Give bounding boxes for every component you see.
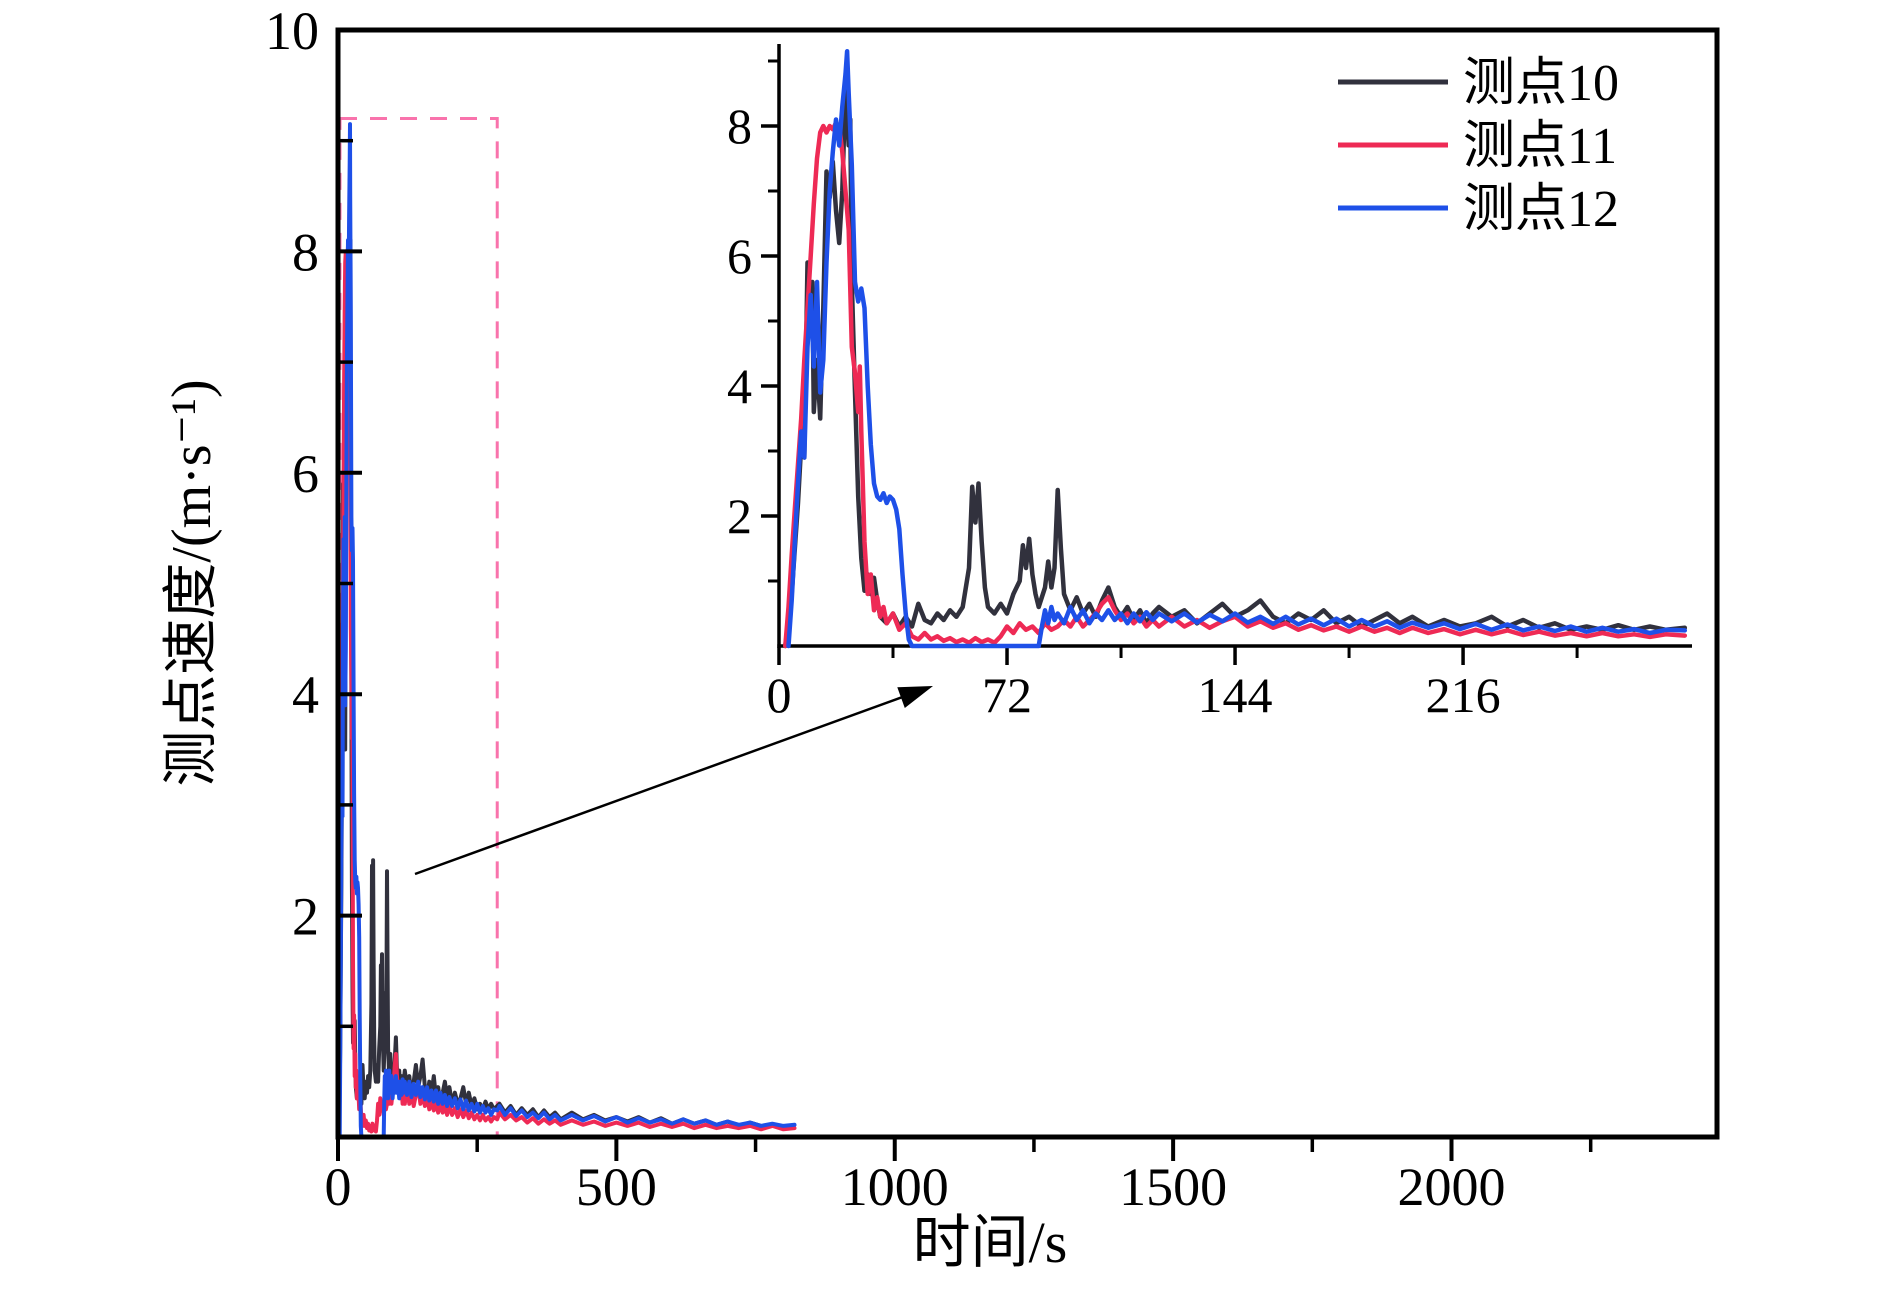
inset-series-测点11 [783,120,1688,649]
zoom-arrow [414,686,933,876]
legend-item: 测点11 [1338,118,1617,175]
main-plot: 0 500 1000 1500 2000 2 4 6 8 10 时间/s 测点速度/(m·s⁻¹) [161,1,1720,1275]
inset-x-tick-label: 144 [1198,667,1273,723]
legend-label: 测点10 [1463,55,1619,112]
main-y-tick-label: 8 [292,222,319,282]
main-y-tick-label: 6 [292,444,319,504]
inset-x-tick-label: 216 [1426,667,1501,723]
main-x-tick-label: 500 [576,1157,657,1217]
main-y-tick-label: 10 [265,1,319,61]
main-y-tick-label: 4 [292,665,319,725]
legend-label: 测点11 [1463,118,1617,175]
inset-y-tick-label: 2 [727,488,752,544]
inset-x-tick-label: 0 [767,667,792,723]
main-series-测点10 [337,177,764,1139]
inset-y-tick-label: 8 [727,98,752,154]
inset-y-tick-label: 4 [727,358,752,414]
main-x-tick-label: 2000 [1398,1157,1506,1217]
inset-y-tick-label: 6 [727,228,752,284]
inset-series-测点12 [786,49,1688,649]
legend-item: 测点12 [1338,181,1619,238]
main-plot-frame [335,27,1720,1140]
legend-label: 测点12 [1463,181,1619,238]
y-axis-title: 测点速度/(m·s⁻¹) [161,379,223,786]
inset-x-tick-label: 72 [982,667,1032,723]
zoom-region-box [338,117,499,1139]
main-y-tick-label: 2 [292,887,319,947]
arrow-head-icon [897,686,933,708]
arrow-line [414,695,906,876]
main-x-tick-label: 1000 [841,1157,949,1217]
main-series-测点12 [337,122,797,1139]
main-x-tick-label: 1500 [1119,1157,1227,1217]
x-axis-title: 时间/s [913,1210,1068,1275]
zoom-region-rect [338,117,499,1139]
legend: 测点10 测点11 测点12 [1338,55,1619,238]
legend-item: 测点10 [1338,55,1619,112]
main-x-tick-label: 0 [325,1157,352,1217]
inset-plot: 0 72 144 216 2 4 6 8 [727,44,1692,723]
